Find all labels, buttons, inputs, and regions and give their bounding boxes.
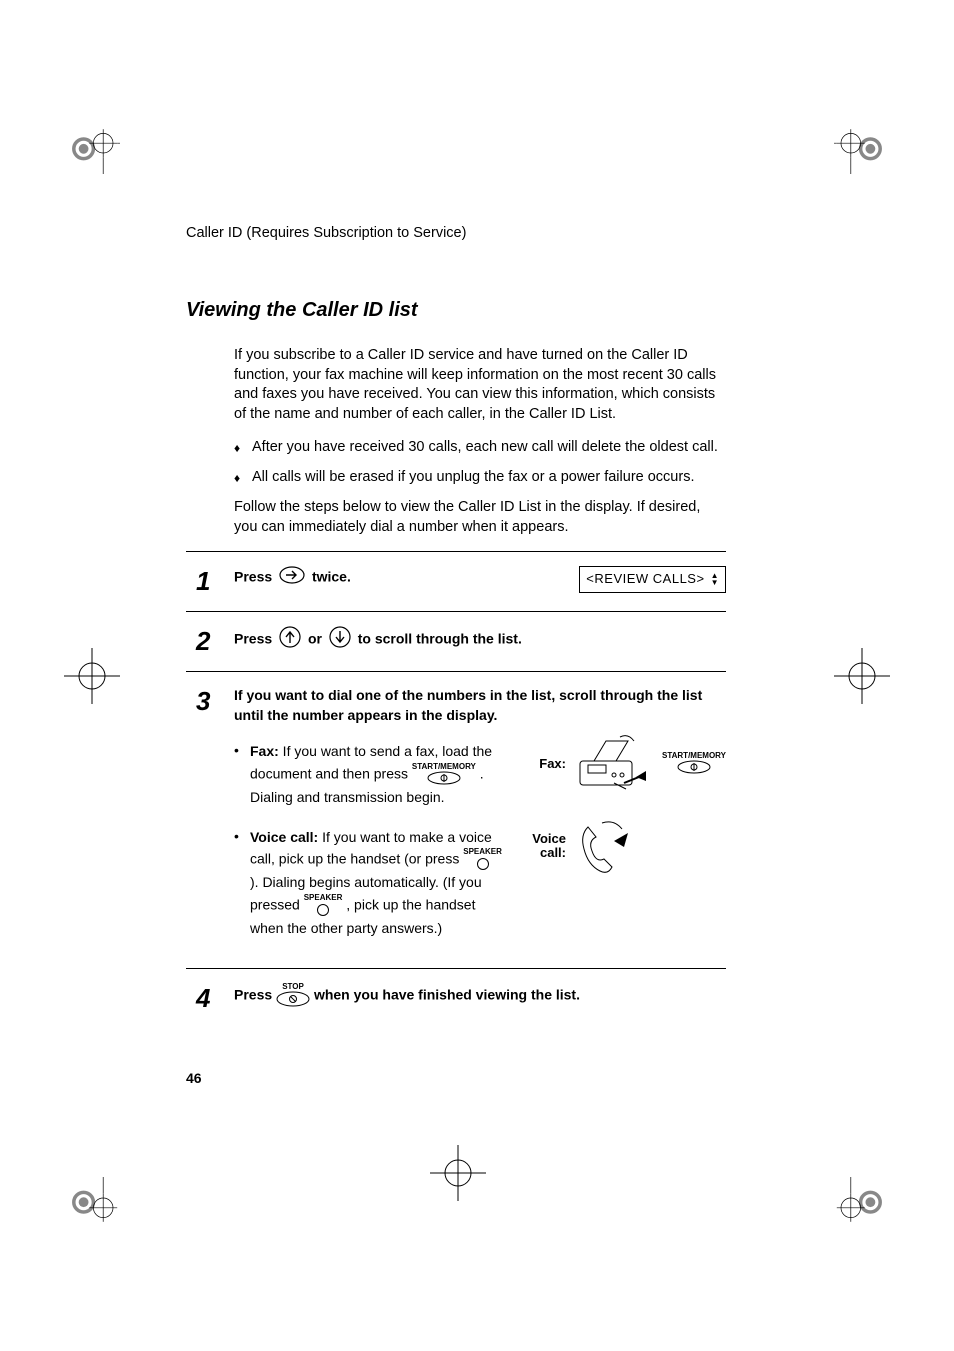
step-number: 2 bbox=[196, 626, 210, 657]
manual-page: Caller ID (Requires Subscription to Serv… bbox=[0, 0, 954, 1351]
up-down-arrows-icon: ▲▼ bbox=[711, 572, 719, 586]
page-number: 46 bbox=[186, 1070, 202, 1086]
step-number: 4 bbox=[196, 983, 210, 1014]
voice-label: Voice call: bbox=[250, 829, 318, 845]
up-key-icon bbox=[279, 626, 301, 654]
fax-illustration: Fax: bbox=[522, 735, 726, 793]
sub-bullet-fax: • Fax: If you want to send a fax, load t… bbox=[234, 741, 512, 808]
follow-paragraph: Follow the steps below to view the Calle… bbox=[234, 498, 726, 537]
bullet-dot-icon: • bbox=[234, 741, 250, 808]
step-3: 3 If you want to dial one of the numbers… bbox=[186, 672, 726, 969]
running-header: Caller ID (Requires Subscription to Serv… bbox=[186, 225, 726, 241]
reg-mark-icon bbox=[64, 1177, 120, 1233]
step-3-text-column: • Fax: If you want to send a fax, load t… bbox=[234, 735, 512, 949]
start-memory-key-icon: START/MEMORY bbox=[412, 763, 476, 787]
display-text: <REVIEW CALLS> bbox=[586, 570, 704, 588]
reg-mark-icon bbox=[430, 1145, 486, 1201]
content-column: Caller ID (Requires Subscription to Serv… bbox=[186, 225, 726, 1027]
bullet-text: After you have received 30 calls, each n… bbox=[252, 438, 726, 458]
diamond-icon: ♦ bbox=[234, 438, 252, 458]
bullet-dot-icon: • bbox=[234, 827, 250, 940]
step-1: 1 Press twice. <REVIEW CALLS> ▲▼ bbox=[186, 552, 726, 611]
bullet-item: ♦ All calls will be erased if you unplug… bbox=[234, 468, 726, 488]
stop-key-icon: STOP bbox=[276, 983, 310, 1009]
bullet-text: All calls will be erased if you unplug t… bbox=[252, 468, 726, 488]
display-readout: <REVIEW CALLS> ▲▼ bbox=[579, 566, 726, 592]
step-4: 4 Press STOP when you have finished view… bbox=[186, 969, 726, 1027]
step-1-instruction: Press twice. bbox=[234, 566, 351, 590]
step-number: 3 bbox=[196, 686, 210, 717]
reg-mark-icon bbox=[834, 118, 890, 174]
reg-mark-icon bbox=[834, 1177, 890, 1233]
intro-paragraph: If you subscribe to a Caller ID service … bbox=[234, 346, 726, 424]
step-number: 1 bbox=[196, 566, 210, 597]
steps-list: 1 Press twice. <REVIEW CALLS> ▲▼ bbox=[186, 551, 726, 1026]
diamond-icon: ♦ bbox=[234, 468, 252, 488]
start-memory-key-icon: START/MEMORY bbox=[662, 752, 726, 776]
voice-illustration: Voice call: bbox=[522, 815, 726, 877]
handset-pickup-icon bbox=[574, 815, 634, 877]
step-3-head: If you want to dial one of the numbers i… bbox=[234, 687, 702, 723]
reg-mark-icon bbox=[834, 648, 890, 704]
reg-mark-icon bbox=[64, 118, 120, 174]
bullet-item: ♦ After you have received 30 calls, each… bbox=[234, 438, 726, 458]
intro-block: If you subscribe to a Caller ID service … bbox=[234, 346, 726, 537]
speaker-key-icon: SPEAKER bbox=[304, 894, 343, 918]
speaker-key-icon: SPEAKER bbox=[463, 848, 502, 872]
sub-bullet-voice: • Voice call: If you want to make a voic… bbox=[234, 827, 512, 940]
step-3-illustration-column: Fax: bbox=[522, 735, 726, 949]
down-key-icon bbox=[329, 626, 351, 654]
step-2: 2 Press or to scroll through the list. bbox=[186, 612, 726, 673]
reg-mark-icon bbox=[64, 648, 120, 704]
right-arrow-key-icon bbox=[279, 566, 305, 590]
fax-label: Fax: bbox=[250, 743, 279, 759]
section-title: Viewing the Caller ID list bbox=[186, 299, 726, 322]
fax-machine-icon bbox=[574, 735, 654, 793]
